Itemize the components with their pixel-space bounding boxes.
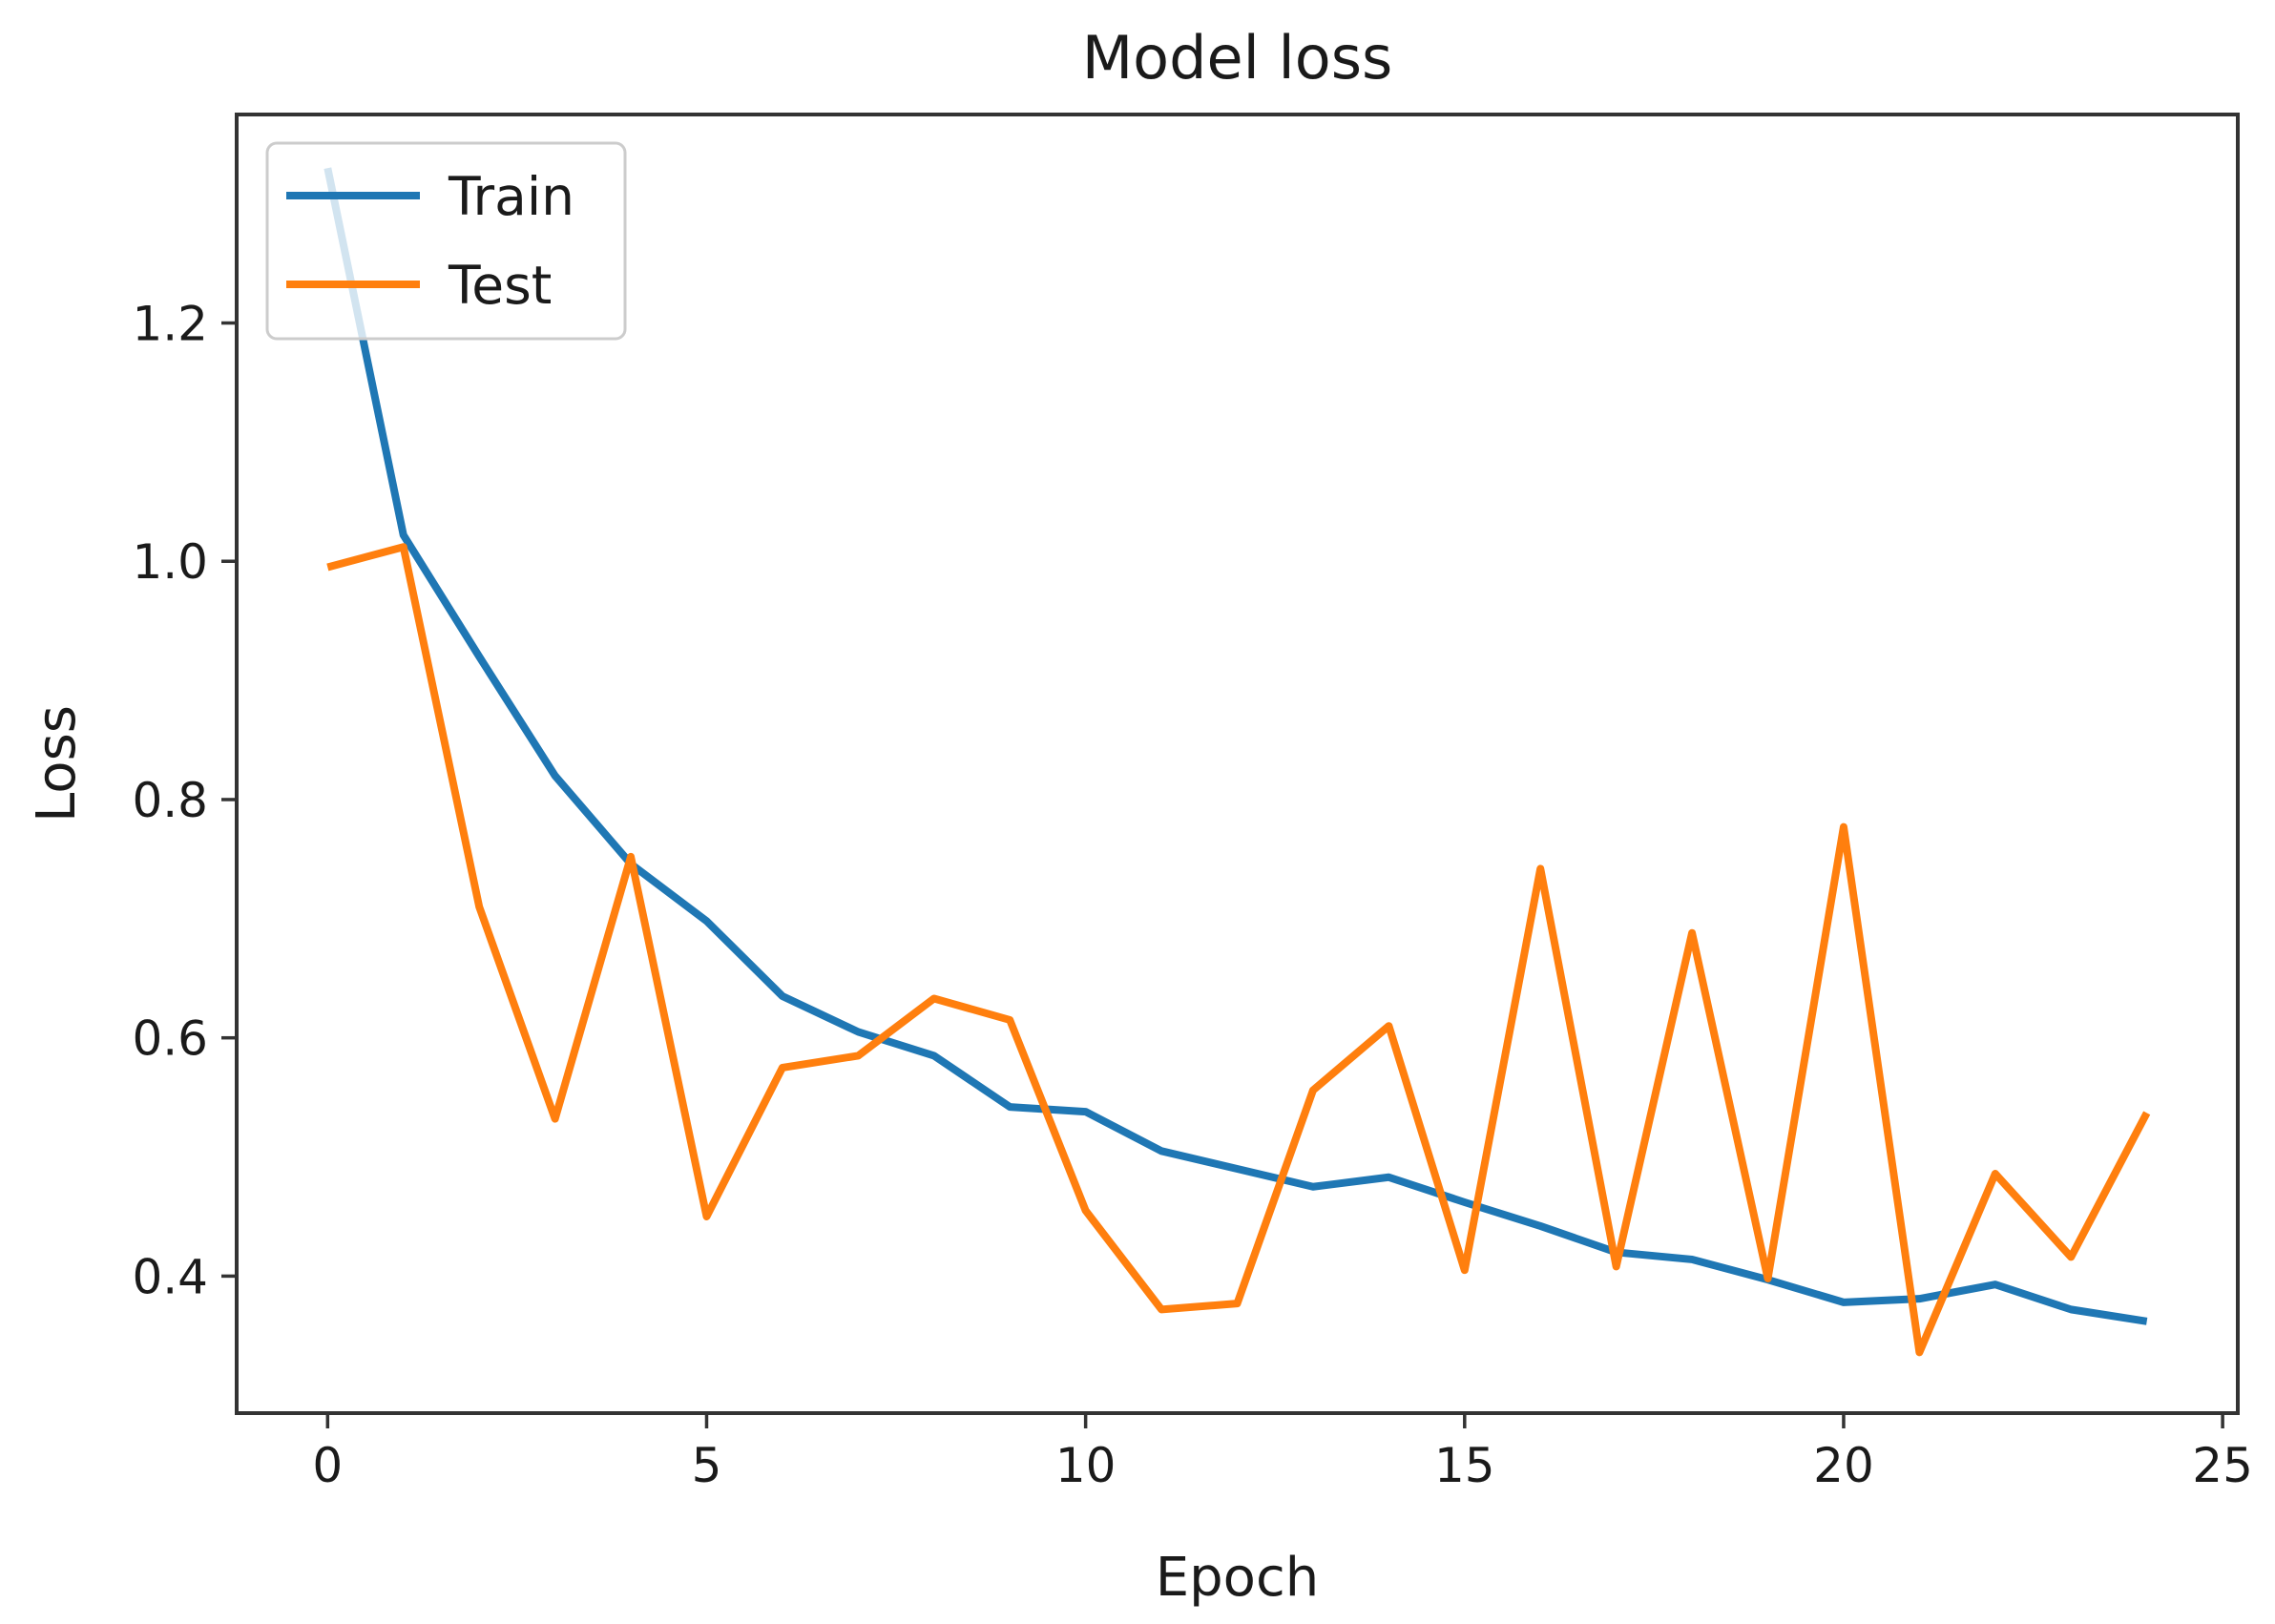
y-axis-label: Loss [26, 705, 88, 822]
y-tick-label-0.6: 0.6 [132, 1011, 208, 1067]
y-tick-label-0.8: 0.8 [132, 773, 208, 828]
x-tick-label-10: 10 [1055, 1438, 1117, 1493]
y-tick-label-1.0: 1.0 [132, 534, 208, 590]
axes-spines [235, 113, 2240, 1415]
x-tick-label-15: 15 [1434, 1438, 1495, 1493]
y-tick-label-1.2: 1.2 [132, 297, 208, 352]
x-tick-label-25: 25 [2192, 1438, 2253, 1493]
x-tick-label-5: 5 [692, 1438, 722, 1493]
x-tick-label-20: 20 [1813, 1438, 1874, 1493]
y-tick-label-0.4: 0.4 [132, 1249, 208, 1304]
legend-label-train: Train [448, 166, 574, 227]
train-line [324, 167, 2148, 1325]
x-axis-label: Epoch [1156, 1547, 1319, 1609]
legend-label-test: Test [448, 255, 552, 316]
test-line [326, 543, 2151, 1357]
chart-title: Model loss [1082, 23, 1393, 93]
x-tick-label-0: 0 [312, 1438, 343, 1493]
